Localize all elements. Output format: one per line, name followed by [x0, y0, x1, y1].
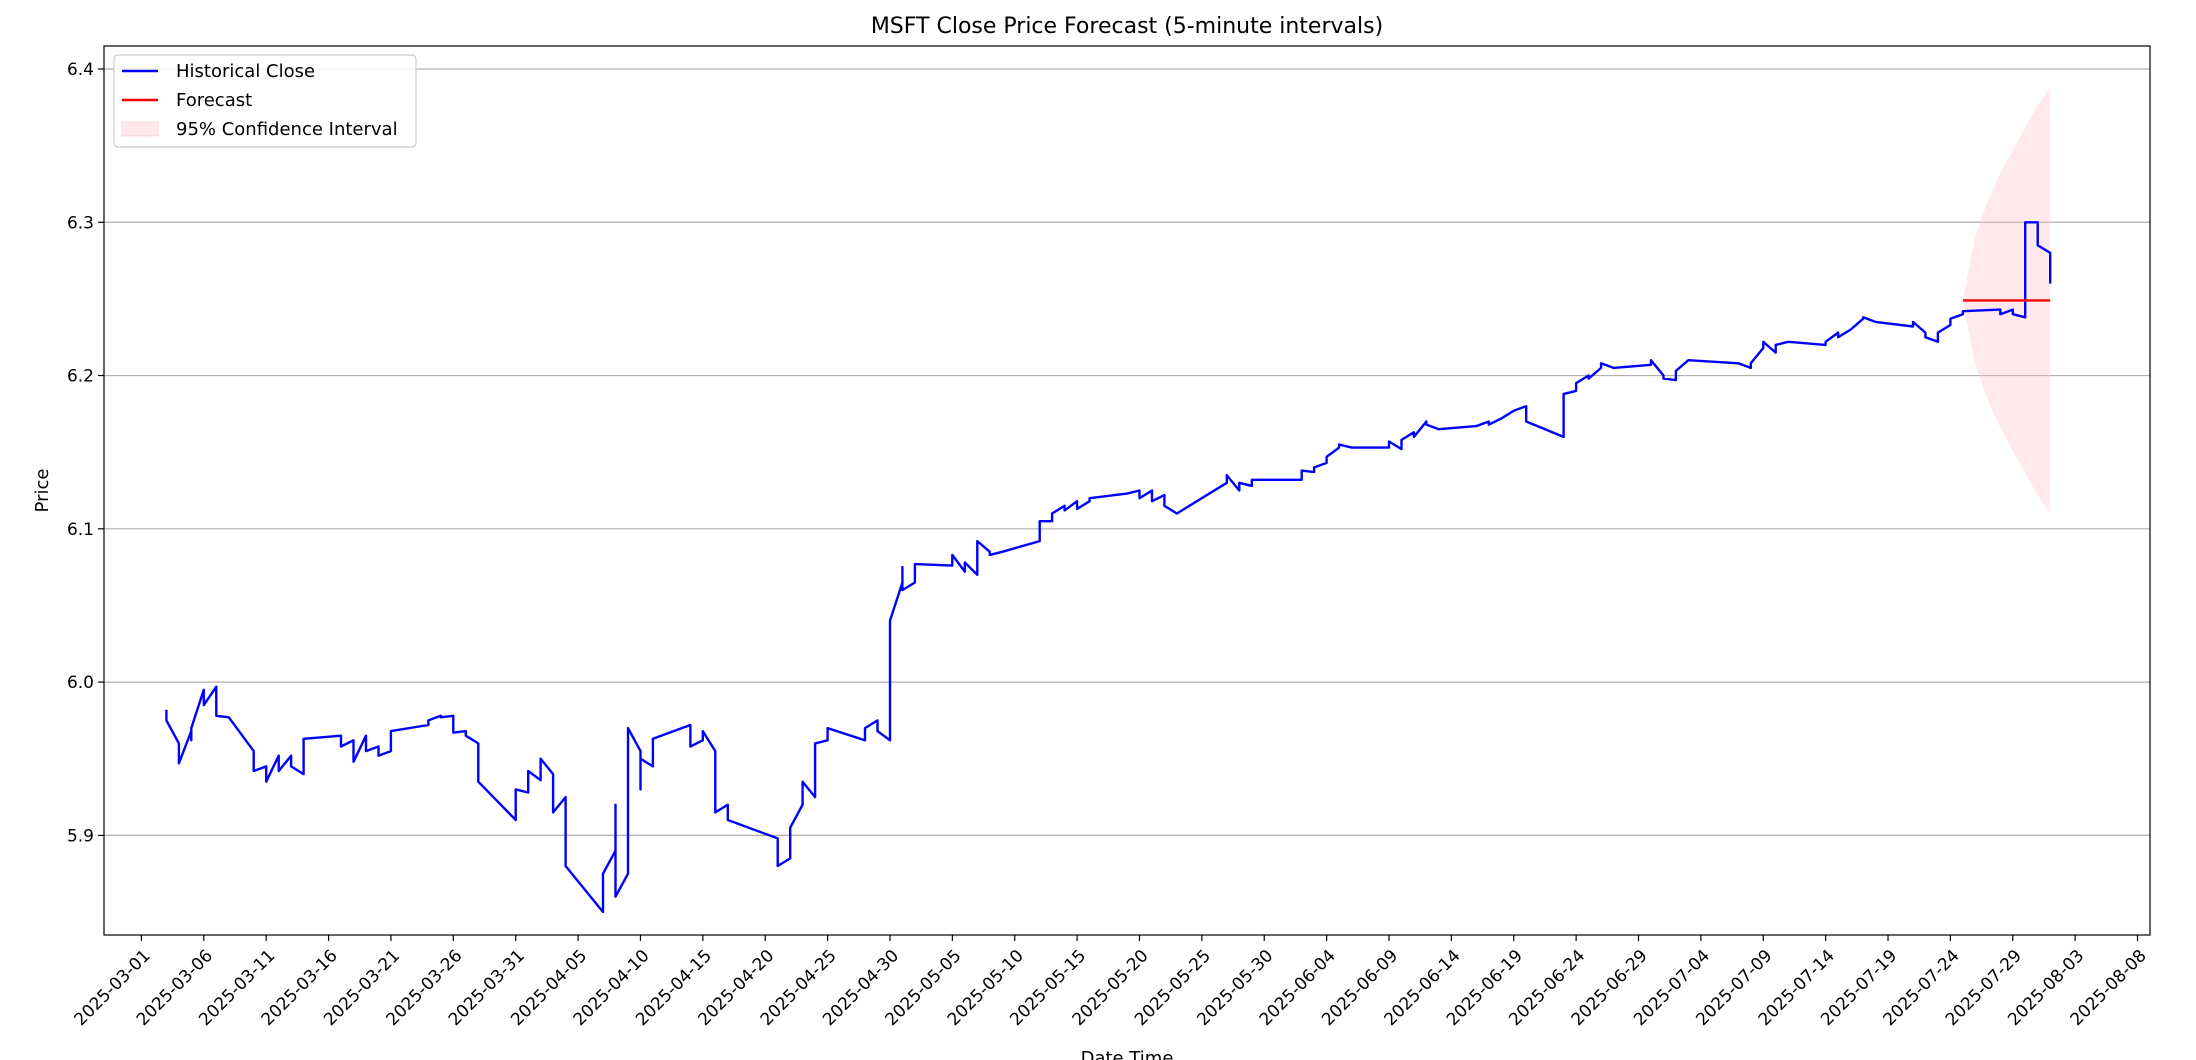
gridlines — [104, 68, 2150, 836]
legend-box — [113, 54, 417, 148]
y-tick-label: 6.0 — [67, 673, 94, 693]
x-axis-title: Date Time — [1081, 1048, 1174, 1060]
y-tick-label: 6.3 — [67, 213, 94, 233]
y-axis: 5.9 6.0 6.1 6.2 6.3 6.4 — [67, 60, 104, 846]
y-axis-title: Price — [32, 469, 53, 513]
y-tick-label: 6.4 — [67, 60, 94, 80]
legend-label: Forecast — [176, 90, 252, 111]
x-axis: 2025-03-012025-03-062025-03-112025-03-16… — [71, 935, 2151, 1030]
legend-swatch — [121, 121, 159, 137]
chart-title: MSFT Close Price Forecast (5-minute inte… — [871, 14, 1383, 39]
y-tick-label: 6.2 — [67, 367, 94, 387]
series-line-historical-close — [165, 221, 2052, 914]
y-tick-label: 5.9 — [67, 826, 94, 846]
plot-area-frame — [103, 45, 2151, 936]
y-tick-label: 6.1 — [67, 520, 94, 540]
legend: Historical Close Forecast 95% Confidence I… — [113, 54, 417, 148]
legend-label: Historical Close — [176, 61, 315, 82]
series-layer — [165, 221, 2052, 914]
legend-label: 95% Confidence Interval — [176, 119, 398, 140]
